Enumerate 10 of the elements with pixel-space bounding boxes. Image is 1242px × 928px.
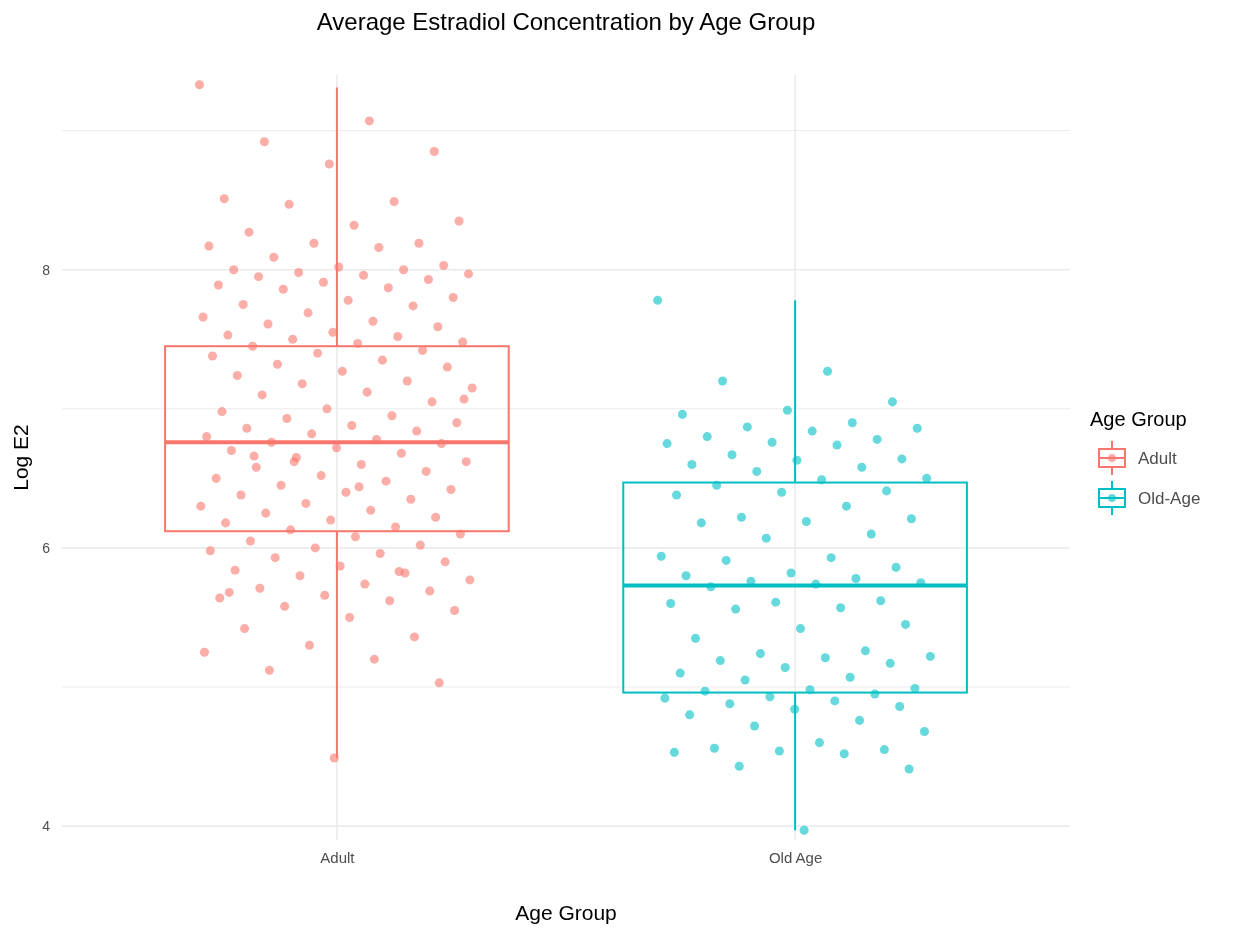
x-axis-title: Age Group — [515, 901, 617, 924]
y-tick-label: 4 — [42, 818, 51, 835]
x-tick-label: Old Age — [768, 848, 823, 866]
legend-title: Age Group — [1090, 408, 1187, 430]
chart-title: Average Estradiol Concentration by Age Group — [316, 8, 816, 35]
y-tick-label: 6 — [42, 539, 51, 556]
y-tick-label: 8 — [42, 261, 51, 278]
y-axis-title: Log E2 — [9, 424, 32, 491]
legend-label: Adult — [1138, 449, 1178, 468]
legend-label: Old-Age — [1138, 489, 1201, 508]
